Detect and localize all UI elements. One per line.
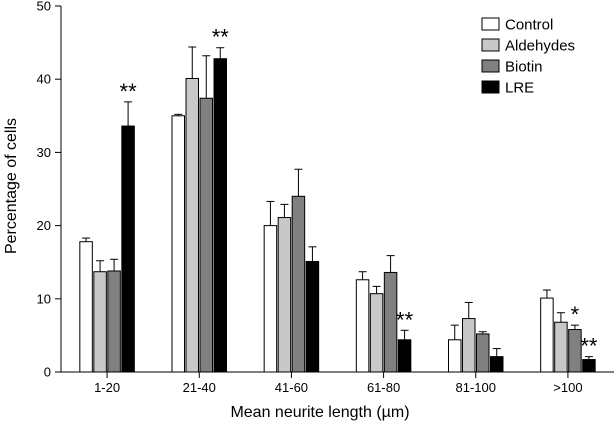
significance-marker-lre-0: ** — [120, 79, 138, 104]
bar-control-4 — [448, 339, 462, 373]
legend-swatch-control — [481, 17, 500, 31]
significance-marker-lre-5: ** — [580, 334, 598, 359]
bar-aldehydes-5 — [554, 321, 568, 373]
bar-biotin-2 — [291, 195, 306, 373]
bar-control-2 — [263, 225, 278, 373]
axes-layer — [55, 5, 614, 378]
labels-layer: **1-20**21-40 41-60**61-80 81-100***>10001… — [37, 0, 598, 395]
bar-aldehydes-3 — [369, 293, 384, 373]
bar-lre-2 — [305, 260, 320, 373]
bar-lre-0 — [121, 125, 135, 373]
bar-biotin-1 — [199, 97, 213, 373]
y-axis-title: Percentage of cells — [3, 118, 20, 254]
x-tick-label-2: 41-60 — [275, 380, 308, 395]
y-tick-label-1: 10 — [37, 291, 51, 306]
bar-biotin-5 — [568, 329, 582, 373]
legend-swatch-aldehydes — [481, 38, 500, 52]
legend-label-lre: LRE — [505, 80, 534, 97]
x-axis-title: Mean neurite length (µm) — [230, 404, 409, 421]
bar-biotin-4 — [476, 333, 490, 373]
y-tick-label-2: 20 — [37, 218, 51, 233]
x-tick-label-5: >100 — [553, 380, 582, 395]
y-tick-label-3: 30 — [37, 145, 51, 160]
bar-lre-1 — [213, 58, 227, 373]
legend: Control Aldehydes Biotin LRE — [481, 17, 575, 97]
bar-aldehydes-2 — [277, 217, 292, 373]
x-tick-label-4: 81-100 — [456, 380, 496, 395]
bar-aldehydes-1 — [185, 77, 199, 373]
x-tick-label-1: 21-40 — [183, 380, 216, 395]
bar-aldehydes-0 — [93, 271, 107, 373]
legend-label-control: Control — [505, 17, 553, 34]
legend-swatch-biotin — [481, 59, 500, 73]
significance-marker-lre-3: ** — [396, 307, 414, 332]
bar-lre-3 — [397, 339, 412, 373]
bar-biotin-0 — [107, 270, 121, 373]
legend-swatch-lre — [481, 80, 500, 94]
y-tick-label-5: 50 — [37, 0, 51, 14]
x-tick-label-0: 1-20 — [94, 380, 120, 395]
legend-label-biotin: Biotin — [505, 59, 543, 76]
bar-biotin-3 — [383, 271, 398, 373]
bar-aldehydes-4 — [462, 318, 476, 373]
y-tick-label-0: 0 — [44, 365, 51, 380]
bar-control-1 — [171, 115, 185, 373]
bar-control-3 — [355, 279, 370, 373]
y-tick-label-4: 40 — [37, 72, 51, 87]
bar-control-0 — [79, 241, 93, 373]
x-tick-label-3: 61-80 — [367, 380, 400, 395]
bar-control-5 — [540, 297, 554, 373]
significance-marker-lre-1: ** — [212, 25, 230, 50]
bar-lre-4 — [490, 356, 504, 373]
bar-lre-5 — [582, 359, 596, 373]
significance-marker-biotin-5: * — [571, 302, 580, 327]
legend-label-aldehydes: Aldehydes — [505, 38, 575, 55]
